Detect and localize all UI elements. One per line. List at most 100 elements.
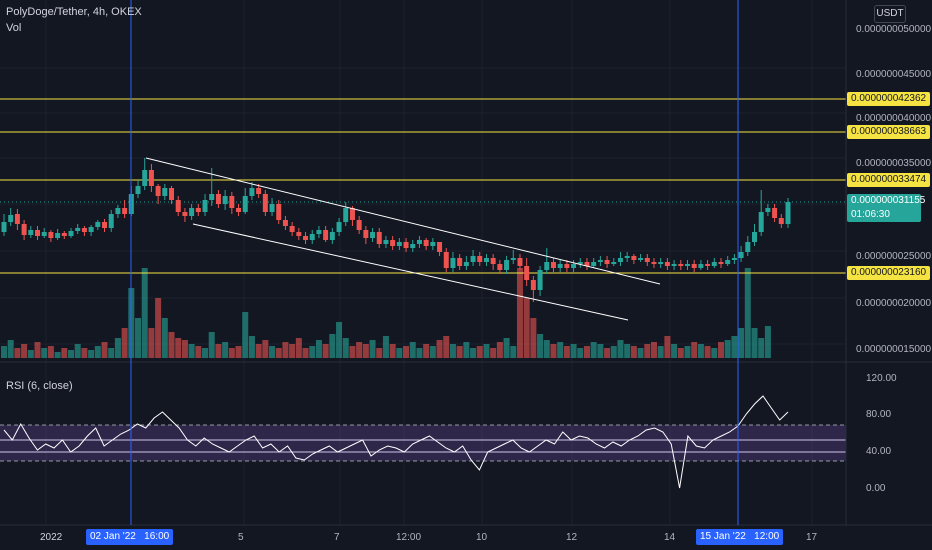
currency-button[interactable]: USDT (874, 5, 906, 23)
volume-bar (242, 312, 249, 358)
candle-body (81, 228, 87, 232)
rsi-tick: 0.00 (866, 483, 886, 494)
level-label: 0.000000038663 (847, 125, 931, 139)
price-tick: 0.000000050000 (856, 24, 932, 35)
candle-body (95, 222, 101, 227)
candle-body (497, 264, 503, 270)
volume-bar (630, 346, 637, 358)
volume-bar (550, 344, 557, 358)
volume-bar (523, 298, 530, 358)
volume-bar (161, 318, 168, 358)
volume-bar (664, 336, 671, 358)
volume-bar (114, 338, 121, 358)
rsi-legend[interactable]: RSI (6, close) (6, 380, 73, 392)
volume-bar (738, 328, 745, 358)
volume-bar (315, 340, 322, 358)
candle-body (303, 236, 309, 240)
candle-body (282, 220, 288, 226)
volume-bar (583, 346, 590, 358)
level-label: 0.000000042362 (847, 92, 931, 106)
volume-bar (295, 338, 302, 358)
volume-bar (222, 342, 229, 358)
volume-bar (604, 348, 611, 358)
level-label: 0.000000023160 (847, 266, 931, 280)
current-price-value: 0.000000031155 (851, 195, 926, 206)
volume-bar (155, 298, 162, 358)
candle-body (504, 260, 510, 270)
candle-body (222, 196, 228, 204)
rsi-band (0, 425, 846, 461)
candle-body (765, 208, 771, 212)
crosshair-time-label: 15 Jan '22 12:00 (696, 529, 784, 545)
candle-body (430, 242, 436, 246)
volume-bar (14, 348, 21, 358)
vol-legend[interactable]: Vol (6, 22, 22, 34)
candle-body (745, 242, 751, 252)
candle-body (530, 280, 536, 290)
candle-body (323, 230, 329, 240)
pane-separators (0, 0, 932, 526)
volume-bar (382, 336, 389, 358)
volume-bar (188, 344, 195, 358)
candle-body (470, 256, 476, 262)
candle-body (617, 258, 623, 262)
candle-body (229, 196, 235, 208)
current-price-label: 0.000000031155 01:06:30 (847, 194, 926, 222)
volume-bar (456, 346, 463, 358)
candle-body (115, 208, 121, 214)
volume-bar (101, 342, 108, 358)
candle-body (142, 170, 148, 186)
price-tick: 0.000000040000 (856, 113, 932, 124)
rsi-tick: 80.00 (866, 409, 892, 420)
candle-body (698, 264, 704, 268)
volume-bar (269, 346, 276, 358)
candle-body (477, 256, 483, 262)
volume-bar (557, 342, 564, 358)
candle-body (691, 264, 697, 268)
volume-bar (684, 346, 691, 358)
candle-countdown: 01:06:30 (851, 209, 890, 220)
volume-bar (731, 336, 738, 358)
volume-bar (483, 344, 490, 358)
candle-body (557, 264, 563, 268)
symbol-legend[interactable]: PolyDoge/Tether, 4h, OKEX (6, 6, 142, 18)
candle-body (390, 240, 396, 246)
volume-bar (74, 344, 81, 358)
volume-bar (724, 340, 731, 358)
vertical-crosshair-lines (130, 0, 739, 525)
candle-body (242, 196, 248, 212)
candle-body (48, 232, 54, 238)
candle-body (122, 208, 128, 214)
volume-bar (711, 348, 718, 358)
candle-body (604, 260, 610, 264)
candle-body (55, 233, 61, 238)
volume-bar (135, 318, 142, 358)
candle-body (189, 208, 195, 216)
candle-body (705, 264, 711, 266)
candle-body (778, 218, 784, 224)
volume-bar (235, 346, 242, 358)
volume-bar (704, 346, 711, 358)
volume-bar (376, 348, 383, 358)
candle-body (731, 258, 737, 260)
candle-body (75, 228, 81, 231)
volume-bar (516, 268, 523, 358)
candle-body (41, 232, 47, 236)
candle-body (644, 258, 650, 262)
volume-bar (309, 346, 316, 358)
level-label: 0.000000033474 (847, 173, 931, 187)
candle-body (376, 232, 382, 244)
volume-bar (476, 346, 483, 358)
candle-body (175, 200, 181, 212)
candle-body (437, 242, 443, 252)
volume-bar (543, 340, 550, 358)
volume-bar (503, 338, 510, 358)
price-tick: 0.000000045000 (856, 69, 932, 80)
volume-bar (758, 338, 765, 358)
candle-body (68, 231, 74, 236)
volume-bar (496, 342, 503, 358)
volume-bar (470, 348, 477, 358)
candle-body (624, 256, 630, 258)
volume-bar (650, 342, 657, 358)
